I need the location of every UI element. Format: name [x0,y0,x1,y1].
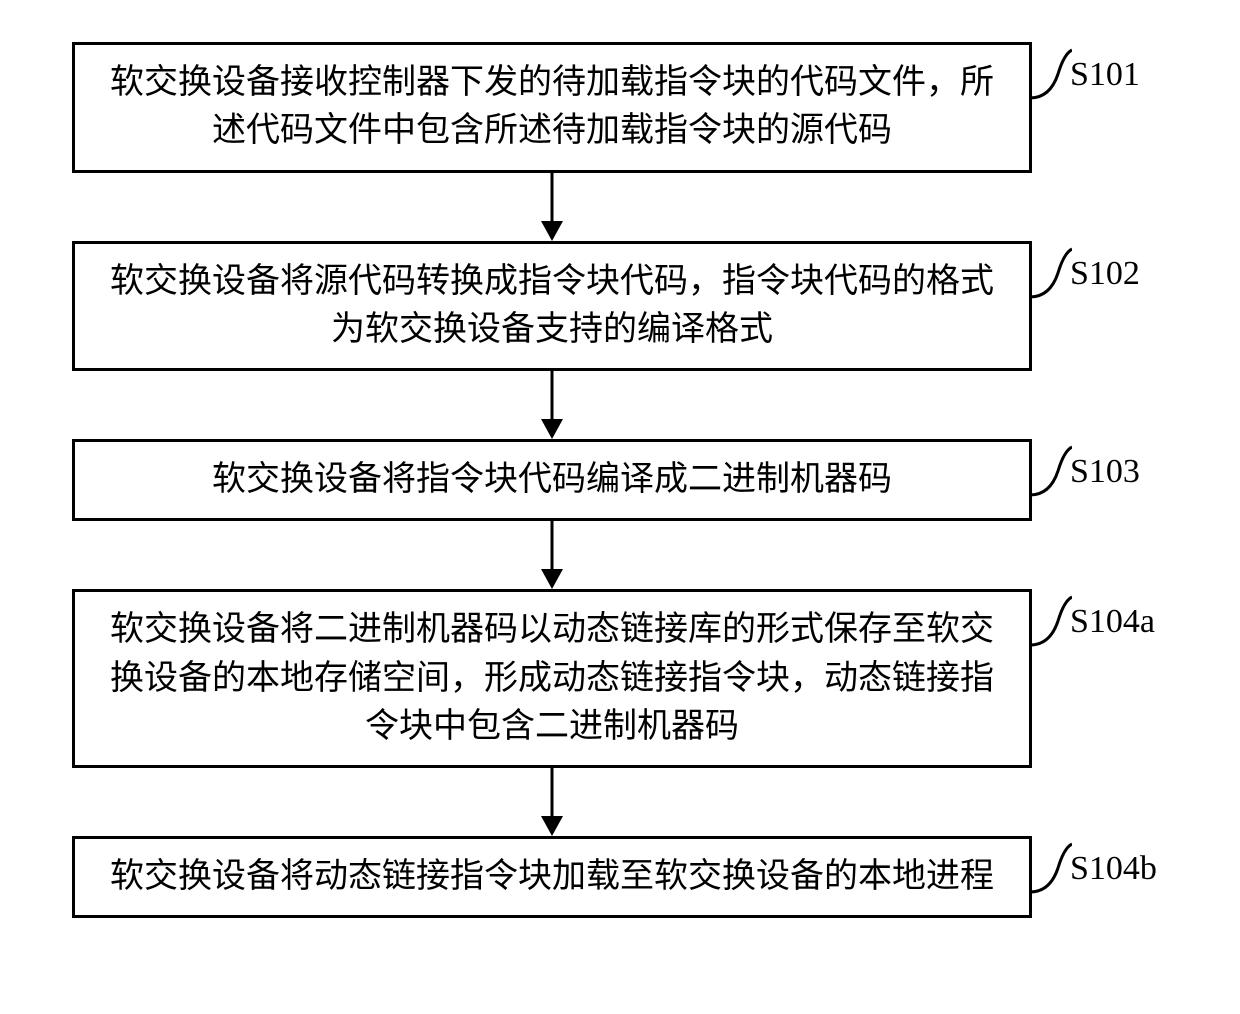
connector-curve-icon [1028,243,1072,299]
step-label-wrap: S104a [1028,591,1155,647]
step-row: 软交换设备将指令块代码编译成二进制机器码 S103 [72,439,1168,521]
step-text: 软交换设备将指令块代码编译成二进制机器码 [212,456,892,504]
connector-curve-icon [1028,591,1072,647]
step-row: 软交换设备接收控制器下发的待加载指令块的代码文件，所述代码文件中包含所述待加载指… [72,42,1168,173]
step-label: S102 [1070,255,1140,293]
step-label-wrap: S102 [1028,243,1140,299]
arrow-wrap [72,173,1032,241]
arrow-down-icon [532,768,572,836]
step-box-s104a: 软交换设备将二进制机器码以动态链接库的形式保存至软交换设备的本地存储空间，形成动… [72,589,1032,768]
step-text: 软交换设备将动态链接指令块加载至软交换设备的本地进程 [110,853,994,901]
step-label-wrap: S101 [1028,44,1140,100]
step-label: S104a [1070,603,1155,641]
step-label: S104b [1070,850,1157,888]
step-box-s102: 软交换设备将源代码转换成指令块代码，指令块代码的格式为软交换设备支持的编译格式 [72,241,1032,372]
arrow-wrap [72,768,1032,836]
arrow-down-icon [532,371,572,439]
connector-curve-icon [1028,441,1072,497]
arrow-wrap [72,371,1032,439]
step-text: 软交换设备将源代码转换成指令块代码，指令块代码的格式为软交换设备支持的编译格式 [99,258,1005,355]
arrow-wrap [72,521,1032,589]
step-label-wrap: S104b [1028,838,1157,894]
connector-curve-icon [1028,44,1072,100]
step-row: 软交换设备将源代码转换成指令块代码，指令块代码的格式为软交换设备支持的编译格式 … [72,241,1168,372]
step-label: S101 [1070,56,1140,94]
step-label-wrap: S103 [1028,441,1140,497]
step-box-s104b: 软交换设备将动态链接指令块加载至软交换设备的本地进程 [72,836,1032,918]
step-text: 软交换设备将二进制机器码以动态链接库的形式保存至软交换设备的本地存储空间，形成动… [99,606,1005,751]
flowchart-container: 软交换设备接收控制器下发的待加载指令块的代码文件，所述代码文件中包含所述待加载指… [72,42,1168,918]
step-row: 软交换设备将二进制机器码以动态链接库的形式保存至软交换设备的本地存储空间，形成动… [72,589,1168,768]
connector-curve-icon [1028,838,1072,894]
arrow-down-icon [532,173,572,241]
step-row: 软交换设备将动态链接指令块加载至软交换设备的本地进程 S104b [72,836,1168,918]
arrow-down-icon [532,521,572,589]
step-box-s101: 软交换设备接收控制器下发的待加载指令块的代码文件，所述代码文件中包含所述待加载指… [72,42,1032,173]
step-text: 软交换设备接收控制器下发的待加载指令块的代码文件，所述代码文件中包含所述待加载指… [99,59,1005,156]
step-box-s103: 软交换设备将指令块代码编译成二进制机器码 [72,439,1032,521]
step-label: S103 [1070,453,1140,491]
